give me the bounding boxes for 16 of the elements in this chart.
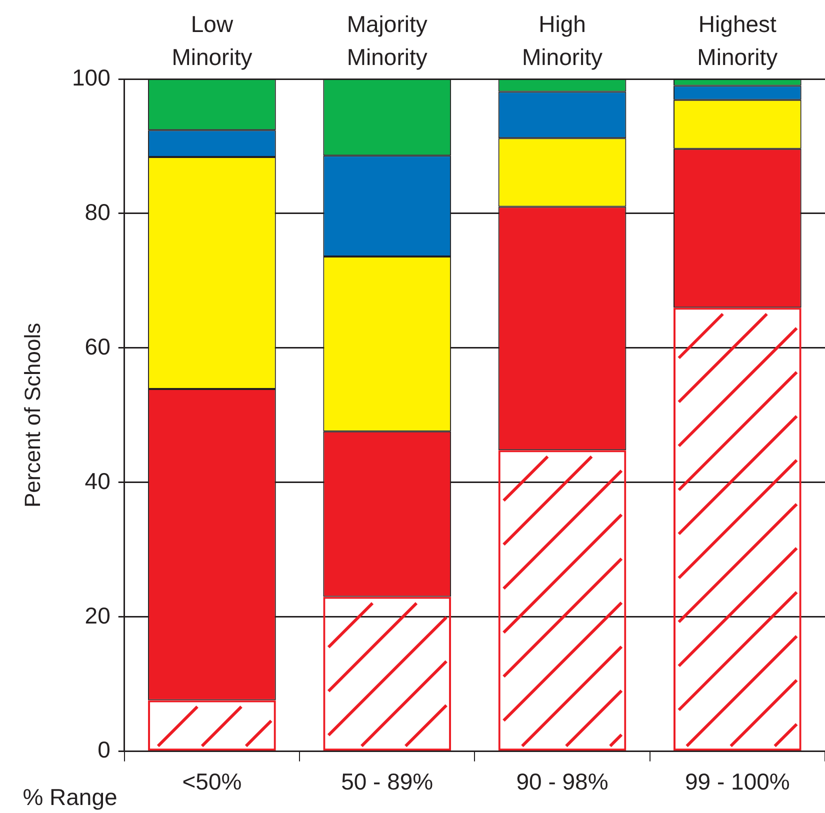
y-tick-label: 60 [84,333,110,360]
x-tick-label: 99 - 100% [684,768,790,795]
y-tick-label: 40 [84,468,110,494]
text: Low Minority [172,11,253,70]
x-tick-label: 90 - 98% [516,768,608,795]
x-tick-label: 50 - 89% [341,768,434,795]
x-axis-title: % Range [22,784,118,810]
text: Highest Minority [697,11,778,70]
y-tick-label: 80 [84,198,110,225]
y-axis-title: Percent of Schools [20,322,45,508]
y-tick-label: 0 [98,736,110,763]
x-tick-label: <50% [182,768,242,795]
y-tick-label: 20 [84,602,110,628]
text: High Minority [522,11,604,70]
text: Majority Minority [346,11,428,70]
y-tick-label: 100 [72,64,110,90]
